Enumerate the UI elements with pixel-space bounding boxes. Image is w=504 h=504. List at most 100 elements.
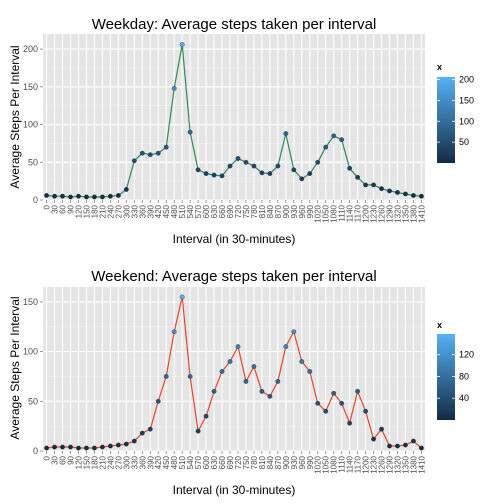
x-tick-label: 360 bbox=[138, 455, 147, 469]
data-point bbox=[92, 445, 97, 451]
data-point bbox=[355, 174, 361, 180]
x-tick-label: 150 bbox=[82, 455, 91, 469]
x-tick-label: 1260 bbox=[378, 455, 387, 473]
data-point bbox=[331, 133, 337, 139]
data-point bbox=[275, 379, 281, 384]
x-tick-label: 1020 bbox=[314, 204, 323, 222]
x-tick-label: 1110 bbox=[338, 204, 347, 221]
x-tick-label: 420 bbox=[154, 204, 163, 218]
x-tick-label: 810 bbox=[258, 204, 267, 218]
data-point bbox=[187, 129, 193, 135]
data-point bbox=[355, 388, 361, 394]
x-tick-label: 1380 bbox=[409, 455, 418, 473]
data-point bbox=[123, 441, 129, 447]
data-point bbox=[179, 294, 185, 300]
data-point bbox=[315, 159, 321, 165]
data-point bbox=[387, 188, 392, 194]
data-point bbox=[291, 167, 297, 173]
x-tick-label: 780 bbox=[250, 455, 259, 469]
x-tick-label: 300 bbox=[122, 455, 131, 469]
colorbar-label: 100 bbox=[459, 116, 474, 126]
data-point bbox=[267, 393, 273, 399]
data-point bbox=[315, 400, 321, 406]
data-point bbox=[331, 390, 337, 396]
weekend-x-axis-title: Interval (in 30-minutes) bbox=[173, 483, 296, 497]
data-point bbox=[379, 426, 384, 432]
data-point bbox=[155, 398, 161, 404]
x-tick-label: 30 bbox=[51, 455, 60, 464]
data-point bbox=[299, 176, 305, 182]
x-tick-label: 900 bbox=[282, 455, 291, 469]
x-tick-label: 390 bbox=[146, 204, 155, 218]
data-point bbox=[195, 167, 201, 173]
weekday-y-axis-title: Average Steps Per Interval bbox=[8, 45, 22, 188]
x-tick-label: 810 bbox=[258, 455, 267, 469]
x-tick-label: 990 bbox=[306, 455, 315, 469]
data-point bbox=[347, 165, 353, 171]
colorbar bbox=[437, 77, 455, 163]
x-tick-label: 660 bbox=[218, 204, 227, 218]
x-tick-label: 330 bbox=[130, 455, 139, 469]
data-point bbox=[44, 445, 49, 451]
data-point bbox=[52, 193, 57, 199]
data-point bbox=[307, 369, 313, 374]
data-point bbox=[339, 137, 345, 143]
data-point bbox=[163, 144, 169, 150]
x-tick-label: 1080 bbox=[330, 455, 339, 473]
x-tick-label: 0 bbox=[43, 455, 52, 460]
data-point bbox=[219, 173, 225, 179]
x-tick-label: 510 bbox=[178, 455, 187, 469]
x-tick-label: 960 bbox=[298, 455, 307, 469]
x-tick-label: 570 bbox=[194, 204, 203, 218]
data-point bbox=[147, 426, 153, 432]
x-tick-label: 930 bbox=[290, 455, 299, 469]
data-point bbox=[84, 194, 89, 200]
x-tick-label: 210 bbox=[98, 455, 107, 469]
data-point bbox=[411, 438, 416, 444]
data-point bbox=[147, 152, 153, 158]
x-tick-label: 780 bbox=[250, 204, 259, 218]
data-point bbox=[267, 171, 273, 176]
data-point bbox=[203, 171, 209, 176]
data-point bbox=[347, 420, 353, 426]
data-point bbox=[171, 329, 177, 335]
x-tick-label: 120 bbox=[74, 204, 83, 218]
y-tick-label: 200 bbox=[23, 44, 38, 54]
x-tick-label: 1290 bbox=[386, 204, 395, 222]
data-point bbox=[76, 445, 81, 451]
data-point bbox=[419, 445, 424, 451]
x-tick-label: 270 bbox=[114, 455, 123, 469]
weekday-legend-title: x bbox=[437, 62, 442, 72]
data-point bbox=[387, 443, 392, 449]
data-point bbox=[243, 379, 249, 384]
data-point bbox=[139, 430, 145, 436]
data-point bbox=[163, 374, 169, 379]
x-tick-label: 630 bbox=[210, 455, 219, 469]
x-tick-label: 1410 bbox=[417, 455, 426, 473]
weekend-chart-title: Weekend: Average steps taken per interva… bbox=[91, 268, 376, 285]
x-tick-label: 1020 bbox=[314, 455, 323, 473]
data-point bbox=[115, 193, 121, 198]
x-tick-label: 300 bbox=[122, 204, 131, 218]
x-tick-label: 60 bbox=[59, 204, 68, 213]
x-tick-label: 870 bbox=[274, 204, 283, 218]
y-tick-label: 100 bbox=[23, 347, 38, 357]
x-tick-label: 180 bbox=[90, 455, 99, 469]
data-point bbox=[403, 191, 408, 197]
x-tick-label: 930 bbox=[290, 204, 299, 218]
data-point bbox=[123, 187, 129, 192]
data-point bbox=[371, 182, 376, 188]
x-tick-label: 360 bbox=[138, 204, 147, 218]
y-tick-label: 150 bbox=[23, 297, 38, 307]
y-tick-label: 50 bbox=[28, 396, 38, 406]
x-tick-label: 90 bbox=[67, 204, 76, 213]
data-point bbox=[107, 193, 113, 199]
x-tick-label: 1350 bbox=[401, 204, 410, 222]
x-tick-label: 180 bbox=[90, 204, 99, 218]
data-point bbox=[100, 194, 105, 200]
y-tick-label: 100 bbox=[23, 120, 38, 130]
y-tick-label: 150 bbox=[23, 82, 38, 92]
x-tick-label: 1140 bbox=[346, 204, 355, 222]
x-tick-label: 1080 bbox=[330, 204, 339, 222]
data-point bbox=[92, 194, 97, 200]
